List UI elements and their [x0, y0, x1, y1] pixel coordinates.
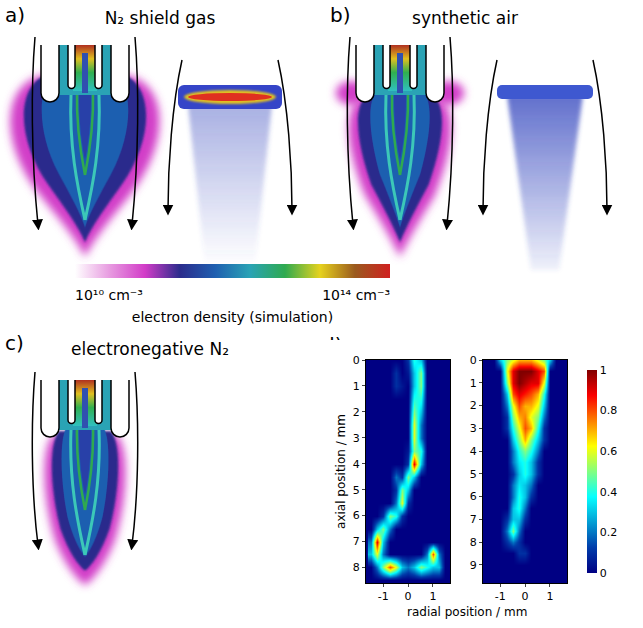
- svg-text:0.8: 0.8: [600, 404, 618, 417]
- svg-text:3: 3: [353, 432, 360, 445]
- svg-text:d): d): [322, 333, 343, 357]
- svg-text:10¹⁰ cm⁻³: 10¹⁰ cm⁻³: [75, 287, 143, 303]
- svg-text:1: 1: [470, 377, 477, 390]
- svg-text:10¹⁴ cm⁻³: 10¹⁴ cm⁻³: [322, 287, 390, 303]
- svg-text:7: 7: [470, 513, 477, 526]
- svg-text:electronegative N₂: electronegative N₂: [71, 339, 229, 359]
- svg-text:axial position / mm: axial position / mm: [334, 414, 348, 529]
- svg-text:0: 0: [600, 567, 607, 580]
- svg-text:8: 8: [353, 561, 360, 574]
- svg-text:2: 2: [470, 399, 477, 412]
- svg-text:-1: -1: [378, 590, 389, 603]
- svg-text:2: 2: [353, 406, 360, 419]
- svg-text:6: 6: [470, 490, 477, 503]
- svg-text:4: 4: [353, 458, 360, 471]
- svg-text:-1: -1: [495, 590, 506, 603]
- svg-text:6: 6: [353, 509, 360, 522]
- svg-text:0.2: 0.2: [600, 526, 618, 539]
- svg-text:0: 0: [405, 590, 412, 603]
- svg-text:8: 8: [470, 536, 477, 549]
- svg-text:9: 9: [470, 559, 477, 572]
- svg-text:5: 5: [353, 484, 360, 497]
- svg-text:c): c): [5, 331, 24, 355]
- svg-text:0: 0: [353, 354, 360, 367]
- svg-text:N₂ shield gas: N₂ shield gas: [105, 8, 216, 28]
- svg-text:1: 1: [600, 364, 607, 377]
- svg-text:b): b): [330, 3, 351, 27]
- svg-text:0.6: 0.6: [600, 445, 618, 458]
- svg-text:5: 5: [470, 468, 477, 481]
- svg-text:0: 0: [470, 354, 477, 367]
- svg-text:1: 1: [546, 590, 553, 603]
- svg-text:0: 0: [522, 590, 529, 603]
- svg-text:synthetic air: synthetic air: [412, 8, 518, 28]
- svg-text:a): a): [5, 3, 25, 27]
- svg-text:7: 7: [353, 535, 360, 548]
- svg-text:3: 3: [470, 422, 477, 435]
- svg-text:1: 1: [429, 590, 436, 603]
- svg-text:0.4: 0.4: [600, 486, 618, 499]
- svg-text:1: 1: [353, 380, 360, 393]
- svg-text:4: 4: [470, 445, 477, 458]
- svg-text:electron density (simulation): electron density (simulation): [132, 309, 333, 325]
- svg-text:radial position / mm: radial position / mm: [407, 605, 527, 619]
